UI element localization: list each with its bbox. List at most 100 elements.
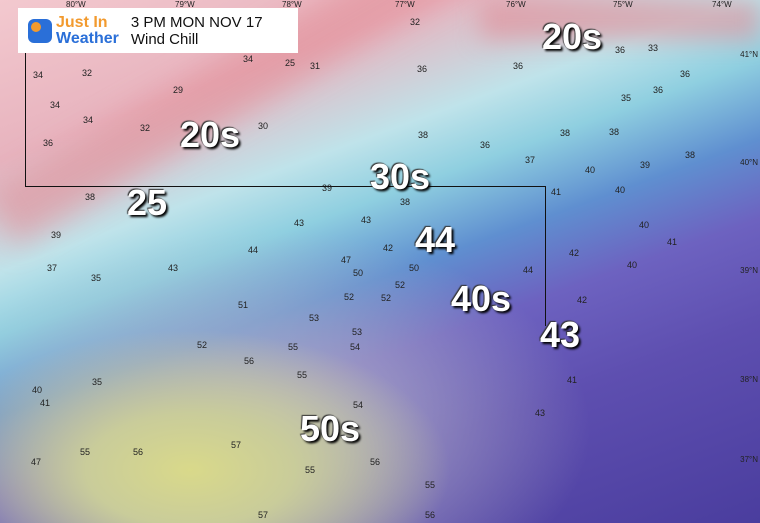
wind-chill-value: 34: [50, 100, 61, 110]
brand-logo: Just In Weather: [56, 13, 119, 47]
longitude-label: 78°W: [282, 0, 302, 9]
wind-chill-value: 56: [370, 457, 381, 467]
wind-chill-value: 57: [258, 510, 269, 520]
wind-chill-value: 35: [621, 93, 632, 103]
wind-chill-value: 32: [82, 68, 93, 78]
map-title: 3 PM MON NOV 17 Wind Chill: [131, 14, 263, 48]
wind-chill-value: 54: [353, 400, 364, 410]
wind-chill-value: 25: [285, 58, 296, 68]
wind-chill-value: 41: [551, 187, 562, 197]
wind-chill-value: 32: [140, 123, 151, 133]
region-label: 30s: [370, 156, 431, 197]
wind-chill-value: 50: [353, 268, 364, 278]
brand-line1: Just In: [56, 13, 108, 31]
wind-chill-value: 43: [361, 215, 372, 225]
cold-band-ne: [480, 0, 760, 40]
wind-chill-value: 42: [383, 243, 394, 253]
wind-chill-value: 36: [653, 85, 664, 95]
wind-chill-value: 38: [685, 150, 696, 160]
wind-chill-value: 55: [288, 342, 299, 352]
latitude-label: 39°N: [740, 266, 758, 275]
longitude-label: 77°W: [395, 0, 415, 9]
wind-chill-value: 56: [244, 356, 255, 366]
wind-chill-value: 51: [238, 300, 249, 310]
wind-chill-value: 44: [523, 265, 534, 275]
mason-dixon-line: [25, 186, 545, 187]
wind-chill-value: 56: [133, 447, 144, 457]
wind-chill-value: 40: [32, 385, 43, 395]
latitude-label: 38°N: [740, 375, 758, 384]
wind-chill-value: 52: [344, 292, 355, 302]
wind-chill-value: 38: [400, 197, 411, 207]
wind-chill-value: 33: [648, 43, 659, 53]
wind-chill-value: 57: [231, 440, 242, 450]
longitude-label: 74°W: [712, 0, 732, 9]
wind-chill-value: 34: [33, 70, 44, 80]
wind-chill-value: 32: [410, 17, 421, 27]
wind-chill-value: 53: [352, 327, 363, 337]
wind-chill-value: 36: [417, 64, 428, 74]
brand-line2: Weather: [56, 29, 119, 47]
wind-chill-value: 50: [409, 263, 420, 273]
region-label: 44: [415, 219, 456, 260]
wind-chill-value: 36: [615, 45, 626, 55]
wind-chill-value: 37: [525, 155, 536, 165]
wind-chill-value: 56: [425, 510, 436, 520]
wind-chill-value: 39: [640, 160, 651, 170]
wind-chill-value: 36: [680, 69, 691, 79]
wind-chill-value: 41: [40, 398, 51, 408]
wind-chill-value: 43: [168, 263, 179, 273]
wind-chill-value: 34: [83, 115, 94, 125]
pa-west-border: [25, 50, 26, 186]
wind-chill-value: 40: [615, 185, 626, 195]
wind-chill-value: 38: [85, 192, 96, 202]
wind-chill-value: 43: [535, 408, 546, 418]
wind-chill-value: 41: [667, 237, 678, 247]
wind-chill-value: 55: [80, 447, 91, 457]
weather-logo-icon: [28, 18, 52, 43]
longitude-label: 76°W: [506, 0, 526, 9]
product-name: Wind Chill: [130, 30, 199, 48]
longitude-label: 80°W: [66, 0, 86, 9]
wind-chill-value: 35: [92, 377, 103, 387]
latitude-label: 37°N: [740, 455, 758, 464]
wind-chill-value: 35: [91, 273, 102, 283]
wind-chill-value: 52: [395, 280, 406, 290]
wind-chill-value: 38: [418, 130, 429, 140]
wind-chill-value: 36: [43, 138, 54, 148]
region-label: 25: [127, 182, 168, 223]
wind-chill-value: 42: [569, 248, 580, 258]
wind-chill-value: 55: [305, 465, 316, 475]
longitude-label: 79°W: [175, 0, 195, 9]
latitude-label: 41°N: [740, 50, 758, 59]
wind-chill-value: 40: [639, 220, 650, 230]
wind-chill-value: 52: [381, 293, 392, 303]
wind-chill-value: 39: [51, 230, 62, 240]
wind-chill-value: 37: [47, 263, 58, 273]
region-label: 20s: [542, 16, 603, 57]
region-label: 40s: [451, 278, 512, 319]
wind-chill-value: 38: [560, 128, 571, 138]
longitude-label: 75°W: [613, 0, 633, 9]
wind-chill-value: 42: [577, 295, 588, 305]
wind-chill-value: 47: [31, 457, 42, 467]
wind-chill-value: 34: [243, 54, 254, 64]
wind-chill-value: 39: [322, 183, 333, 193]
wind-chill-value: 36: [480, 140, 491, 150]
wind-chill-value: 30: [258, 121, 269, 131]
wind-chill-value: 29: [173, 85, 184, 95]
latitude-label: 40°N: [740, 158, 758, 167]
wind-chill-value: 44: [248, 245, 259, 255]
wind-chill-value: 55: [425, 480, 436, 490]
wind-chill-value: 31: [310, 61, 321, 71]
wind-chill-value: 43: [294, 218, 305, 228]
wind-chill-value: 47: [341, 255, 352, 265]
wind-chill-value: 40: [585, 165, 596, 175]
header-banner: Just In Weather 3 PM MON NOV 17 Wind Chi…: [18, 8, 298, 53]
wind-chill-value: 36: [513, 61, 524, 71]
region-label: 50s: [300, 408, 361, 449]
region-label: 43: [540, 314, 581, 355]
wind-chill-value: 40: [627, 260, 638, 270]
wind-chill-value: 53: [309, 313, 320, 323]
